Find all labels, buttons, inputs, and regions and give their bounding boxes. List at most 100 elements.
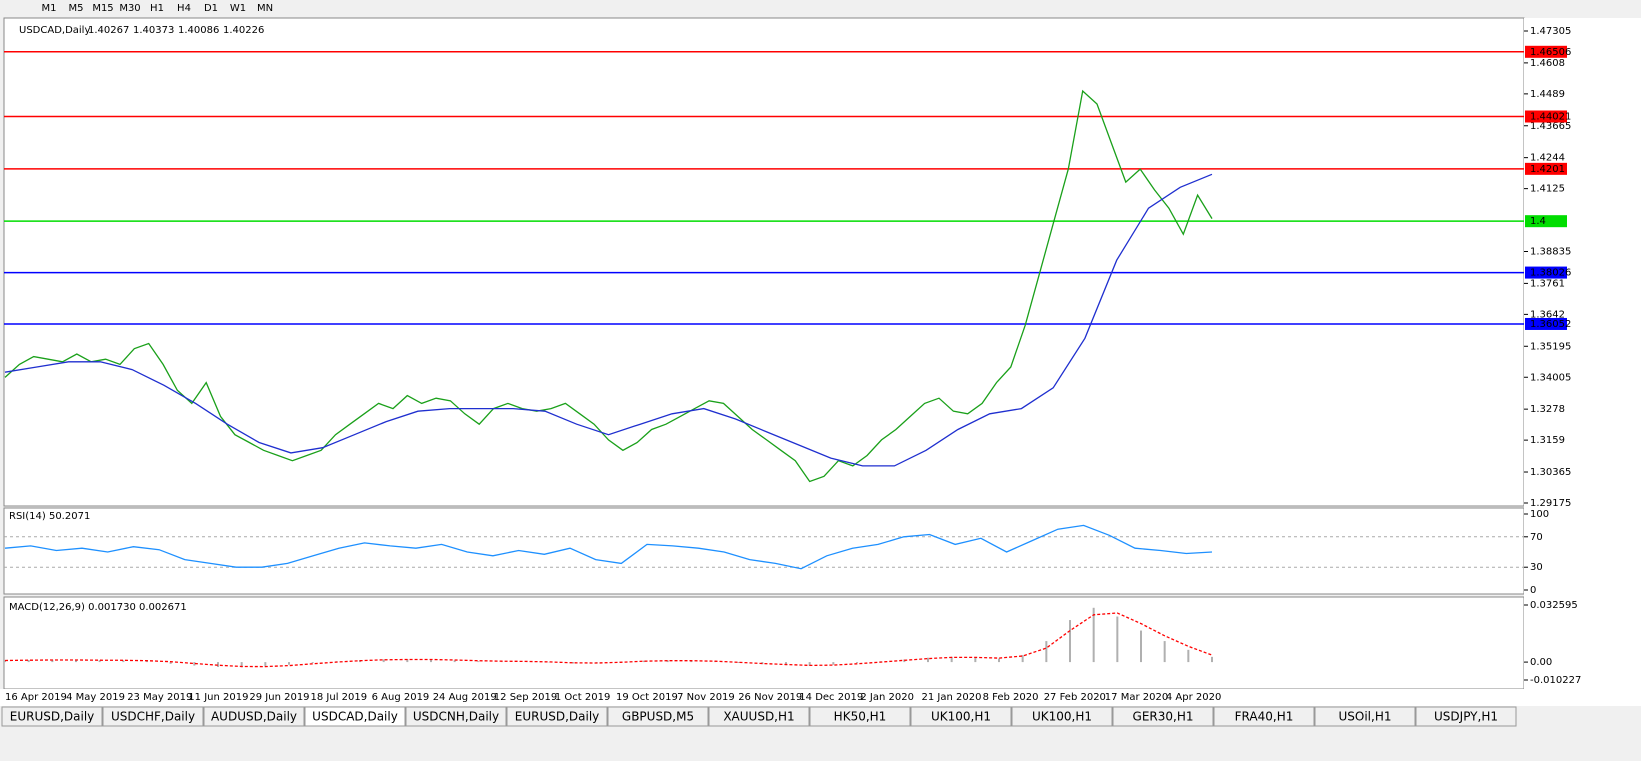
tab[interactable] — [607, 706, 709, 727]
timeframe-button[interactable]: H4 — [177, 3, 191, 14]
series-line — [4, 89, 1213, 483]
tab[interactable] — [708, 706, 810, 727]
quote: 1.40373 — [133, 25, 174, 36]
y-tick-label: 1.4244 — [1530, 153, 1565, 164]
quote: 1.40226 — [223, 25, 264, 36]
timeframe-button[interactable]: M30 — [119, 3, 140, 14]
y-tick-label: 1.3642 — [1530, 309, 1565, 320]
tab[interactable] — [506, 706, 608, 727]
y-tick-label: 1.29175 — [1530, 498, 1571, 509]
y-tick-label: 1.38835 — [1530, 247, 1571, 258]
level-label-bg — [1525, 266, 1567, 279]
tab-label[interactable]: XAUUSD,H1 — [723, 710, 794, 724]
y-tick-label: -0.010227 — [1530, 675, 1581, 686]
tab-label[interactable]: UK100,H1 — [1032, 710, 1092, 724]
tab-label[interactable]: AUDUSD,Daily — [211, 710, 297, 724]
level-label: 1.4201 — [1530, 164, 1565, 175]
tab-label[interactable]: USDCAD,Daily — [312, 710, 398, 724]
tab-label[interactable]: USOil,H1 — [1339, 710, 1392, 724]
tab[interactable] — [1, 706, 103, 727]
quote: 1.40267 — [88, 25, 129, 36]
x-tick-label: 4 May 2019 — [66, 692, 125, 703]
level-label-bg — [1525, 162, 1567, 175]
x-tick-label: 27 Feb 2020 — [1044, 692, 1106, 703]
tab-label[interactable]: GBPUSD,M5 — [622, 710, 694, 724]
tab-label[interactable]: USDCNH,Daily — [413, 710, 499, 724]
tab[interactable] — [1112, 706, 1214, 727]
tab[interactable] — [405, 706, 507, 727]
x-tick-label: 11 Jun 2019 — [188, 692, 248, 703]
rsi-panel — [3, 507, 1525, 595]
tab[interactable] — [910, 706, 1012, 727]
tab-label[interactable]: HK50,H1 — [834, 710, 887, 724]
time-axis — [0, 689, 1641, 706]
tab[interactable] — [1314, 706, 1416, 727]
y-tick-label: 1.43665 — [1530, 121, 1571, 132]
series-line — [4, 173, 1213, 467]
macd-panel — [3, 596, 1525, 690]
tab[interactable] — [102, 706, 204, 727]
timeframe-button[interactable]: M1 — [42, 3, 57, 14]
tab[interactable] — [1011, 706, 1113, 727]
x-tick-label: 4 Apr 2020 — [1166, 692, 1221, 703]
y-tick-label: 1.4608 — [1530, 58, 1565, 69]
tab-label[interactable]: FRA40,H1 — [1235, 710, 1294, 724]
level-label-bg — [1525, 45, 1567, 58]
x-tick-label: 1 Oct 2019 — [555, 692, 610, 703]
tab[interactable] — [1415, 706, 1517, 727]
y-tick-label: 30 — [1530, 562, 1543, 573]
y-tick-label: 70 — [1530, 532, 1543, 543]
timeframe-button[interactable]: MN — [257, 3, 273, 14]
x-tick-label: 7 Nov 2019 — [677, 692, 735, 703]
tab-label[interactable]: UK100,H1 — [931, 710, 991, 724]
panel-title: MACD(12,26,9) 0.001730 0.002671 — [9, 602, 187, 613]
y-tick-label: 1.4125 — [1530, 184, 1565, 195]
y-tick-label: 1.4489 — [1530, 89, 1565, 100]
y-tick-label: 0.032595 — [1530, 600, 1578, 611]
level-label-bg — [1525, 317, 1567, 330]
x-tick-label: 16 Apr 2019 — [5, 692, 67, 703]
x-tick-label: 23 May 2019 — [127, 692, 192, 703]
y-tick-label: 1.35195 — [1530, 341, 1571, 352]
x-tick-label: 17 Mar 2020 — [1105, 692, 1168, 703]
level-label: 1.44021 — [1530, 111, 1571, 122]
y-tick-label: 1.3159 — [1530, 435, 1565, 446]
y-tick-label: 1.34005 — [1530, 372, 1571, 383]
level-label: 1.38026 — [1530, 268, 1571, 279]
x-tick-label: 18 Jul 2019 — [311, 692, 368, 703]
x-tick-label: 2 Jan 2020 — [860, 692, 914, 703]
tab-label[interactable]: USDCHF,Daily — [111, 710, 195, 724]
y-tick-label: 100 — [1530, 509, 1549, 520]
timeframe-button[interactable]: M15 — [92, 3, 113, 14]
timeframe-button[interactable]: W1 — [230, 3, 246, 14]
panel-title: RSI(14) 50.2071 — [9, 511, 90, 522]
x-tick-label: 8 Feb 2020 — [983, 692, 1039, 703]
y-tick-label: 1.3278 — [1530, 404, 1565, 415]
x-tick-label: 19 Oct 2019 — [616, 692, 678, 703]
quote: 1.40086 — [178, 25, 219, 36]
tab[interactable] — [809, 706, 911, 727]
timeframe-button[interactable]: M5 — [69, 3, 84, 14]
x-tick-label: 24 Aug 2019 — [433, 692, 497, 703]
tab-label[interactable]: GER30,H1 — [1133, 710, 1194, 724]
tab[interactable] — [203, 706, 305, 727]
timeframe-button[interactable]: D1 — [204, 3, 218, 14]
x-tick-label: 26 Nov 2019 — [738, 692, 802, 703]
tab[interactable] — [304, 706, 406, 727]
toolbar — [0, 0, 1641, 18]
x-tick-label: 12 Sep 2019 — [494, 692, 557, 703]
tab[interactable] — [1213, 706, 1315, 727]
tab-label[interactable]: EURUSD,Daily — [515, 710, 600, 724]
x-tick-label: 29 Jun 2019 — [249, 692, 309, 703]
price-axis — [1524, 18, 1641, 689]
timeframe-button[interactable]: H1 — [150, 3, 164, 14]
level-label: 1.46506 — [1530, 47, 1571, 58]
level-label: 1.36052 — [1530, 319, 1571, 330]
panel-title: USDCAD,Daily — [19, 25, 90, 36]
tab-label[interactable]: EURUSD,Daily — [10, 710, 95, 724]
level-label: 1.4 — [1530, 216, 1546, 227]
tab-label[interactable]: USDJPY,H1 — [1434, 710, 1498, 724]
y-tick-label: 1.30365 — [1530, 467, 1571, 478]
